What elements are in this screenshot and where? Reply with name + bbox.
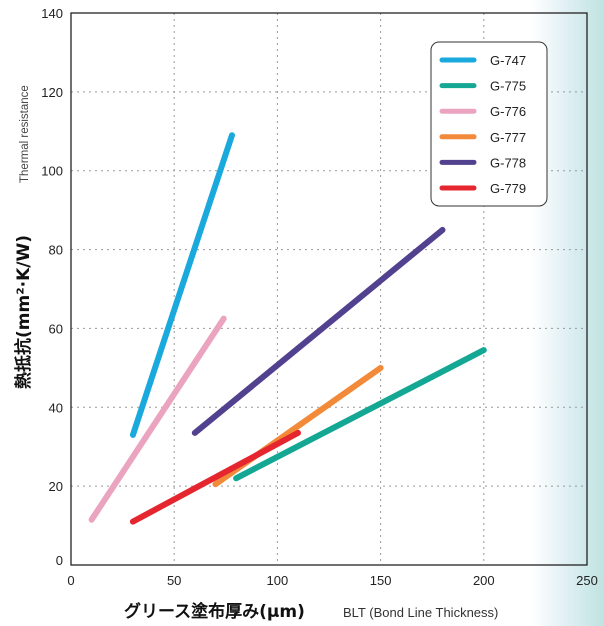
x-axis-label-jp: グリース塗布厚み(μm) (124, 601, 305, 622)
x-tick-label: 150 (370, 573, 392, 588)
x-tick-label: 0 (67, 573, 74, 588)
series-line-g-779 (129, 429, 301, 525)
series-line-g-747 (129, 132, 235, 438)
legend-box (430, 41, 548, 207)
legend-label-g-777: G-777 (490, 130, 526, 145)
series-line-g-775 (233, 347, 487, 482)
x-axis-label-en: BLT (Bond Line Thickness) (343, 605, 498, 620)
legend-label-g-778: G-778 (490, 155, 526, 170)
y-tick-label: 140 (41, 6, 63, 21)
series-line-g-776 (88, 315, 227, 523)
legend: G-747 G-775 G-776 G-777 G-778 G-779 (430, 41, 548, 207)
x-tick-label: 50 (167, 573, 181, 588)
series-line-g-778 (191, 226, 446, 436)
x-tick-label: 250 (576, 573, 598, 588)
y-axis-title: 熱抵抗(mm²·K/W) Thermal resistance (13, 85, 34, 389)
series-lines (88, 132, 487, 525)
x-tick-label: 200 (473, 573, 495, 588)
y-tick-label: 0 (56, 553, 63, 568)
x-tick-label: 100 (267, 573, 289, 588)
y-tick-label: 60 (49, 321, 63, 336)
y-tick-label: 40 (49, 400, 63, 415)
legend-label-g-776: G-776 (490, 104, 526, 119)
tick-labels: 0 50 100 150 200 250 0 20 40 60 80 100 120 140 (41, 6, 598, 588)
legend-label-g-747: G-747 (490, 53, 526, 68)
legend-label-g-775: G-775 (490, 79, 526, 94)
plot-frame (70, 12, 588, 566)
y-tick-label: 20 (49, 479, 63, 494)
y-tick-label: 100 (41, 164, 63, 179)
y-axis-label-en: Thermal resistance (19, 85, 31, 183)
legend-label-g-779: G-779 (490, 181, 526, 196)
y-axis-label-jp: 熱抵抗(mm²·K/W) (13, 235, 34, 389)
y-tick-label: 80 (49, 243, 63, 258)
y-tick-label: 120 (41, 85, 63, 100)
